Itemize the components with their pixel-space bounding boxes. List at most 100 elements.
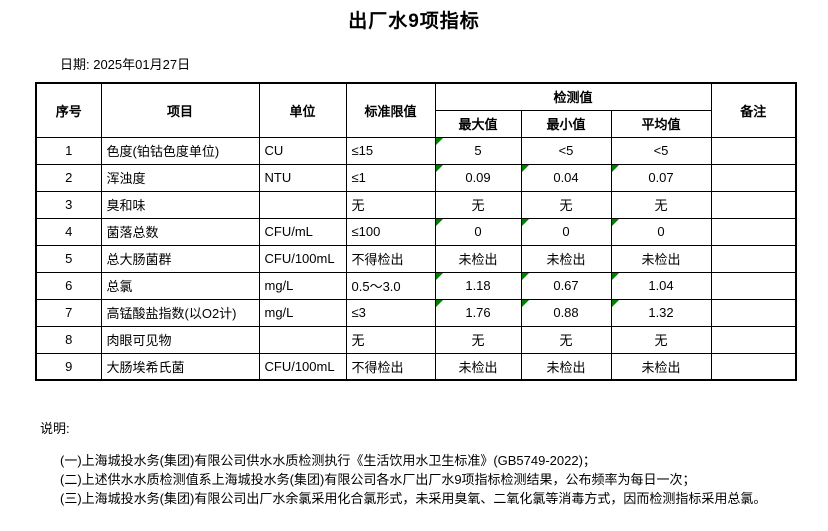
green-flag-triangle-icon	[522, 165, 529, 172]
seq-cell: 3	[35, 190, 102, 219]
min-cell: 0.88	[520, 298, 612, 327]
seq-cell: 6	[35, 271, 102, 300]
table-row: 5 总大肠菌群 CFU/100mL 不得检出 未检出 未检出 未检出	[35, 244, 797, 273]
max-value: 无	[471, 333, 485, 348]
seq-cell: 5	[35, 244, 102, 273]
avg-cell: 无	[610, 325, 712, 354]
seq-value: 1	[65, 143, 73, 158]
avg-value: 0.07	[648, 170, 674, 185]
avg-value: 无	[654, 333, 668, 348]
item-cell: 浑浊度	[100, 163, 260, 192]
max-cell: 未检出	[434, 352, 522, 381]
note-item: (三)上海城投水务(集团)有限公司出厂水余氯采用化合氯形式，未采用臭氧、二氧化氯…	[60, 491, 767, 506]
table-row: 6 总氯 mg/L 0.5～3.0 1.18 0.67 1.04	[35, 271, 797, 300]
page-title: 出厂水9项指标	[348, 11, 480, 32]
avg-value: 1.04	[648, 278, 674, 293]
limit-cell: 无	[345, 190, 436, 219]
remark-cell	[710, 217, 797, 246]
green-flag-triangle-icon	[522, 219, 529, 226]
avg-cell: 未检出	[610, 352, 712, 381]
limit-value: ≤100	[351, 224, 381, 239]
min-cell: 无	[520, 190, 612, 219]
max-cell: 无	[434, 325, 522, 354]
avg-cell: 无	[610, 190, 712, 219]
seq-cell: 1	[35, 136, 102, 165]
green-flag-triangle-icon	[436, 138, 443, 145]
unit-value: CU	[264, 143, 284, 158]
item-cell: 总大肠菌群	[100, 244, 260, 273]
seq-value: 6	[65, 278, 73, 293]
item-cell: 总氯	[100, 271, 260, 300]
green-flag-triangle-icon	[436, 219, 443, 226]
note-item: (二)上述供水水质检测值系上海城投水务(集团)有限公司各水厂出厂水9项指标检测结…	[60, 472, 696, 487]
unit-cell	[258, 190, 347, 219]
limit-value: ≤3	[351, 305, 366, 320]
unit-cell: CU	[258, 136, 347, 165]
header-limit: 标准限值	[345, 82, 436, 138]
limit-cell: ≤15	[345, 136, 436, 165]
min-value: <5	[558, 143, 574, 158]
max-value: 1.76	[465, 305, 491, 320]
item-cell: 色度(铂钴色度单位)	[100, 136, 260, 165]
avg-cell: 1.04	[610, 271, 712, 300]
min-value: 无	[559, 198, 573, 213]
limit-value: 无	[351, 198, 365, 213]
item-cell: 菌落总数	[100, 217, 260, 246]
item-value: 色度(铂钴色度单位)	[106, 144, 220, 159]
unit-cell: CFU/mL	[258, 217, 347, 246]
green-flag-triangle-icon	[612, 300, 619, 307]
min-value: 0	[562, 224, 570, 239]
min-cell: 未检出	[520, 244, 612, 273]
max-cell: 1.18	[434, 271, 522, 300]
header-detection: 检测值	[434, 82, 712, 111]
green-flag-triangle-icon	[436, 300, 443, 307]
table-header: 序号 项目 单位 标准限值 检测值 备注 最大值 最小值 平均值	[35, 82, 797, 138]
min-cell: 0.67	[520, 271, 612, 300]
header-seq: 序号	[35, 82, 102, 138]
header-max: 最大值	[434, 109, 522, 138]
item-value: 总氯	[106, 279, 133, 294]
water-quality-table: 序号 项目 单位 标准限值 检测值 备注 最大值 最小值 平均值 1 色度(铂钴…	[35, 82, 797, 381]
table-row: 3 臭和味 无 无 无 无	[35, 190, 797, 219]
min-value: 无	[559, 333, 573, 348]
green-flag-triangle-icon	[612, 165, 619, 172]
min-cell: 0.04	[520, 163, 612, 192]
green-flag-triangle-icon	[522, 300, 529, 307]
table-row: 8 肉眼可见物 无 无 无 无	[35, 325, 797, 354]
item-value: 臭和味	[106, 198, 146, 213]
limit-value: ≤15	[351, 143, 374, 158]
seq-cell: 4	[35, 217, 102, 246]
max-cell: 未检出	[434, 244, 522, 273]
min-value: 0.67	[553, 278, 579, 293]
avg-value: <5	[653, 143, 669, 158]
remark-cell	[710, 298, 797, 327]
remark-cell	[710, 325, 797, 354]
min-value: 0.88	[553, 305, 579, 320]
seq-value: 4	[65, 224, 73, 239]
item-cell: 大肠埃希氏菌	[100, 352, 260, 381]
limit-cell: 无	[345, 325, 436, 354]
avg-value: 无	[654, 198, 668, 213]
limit-value: 不得检出	[351, 252, 404, 267]
unit-value: CFU/mL	[264, 224, 313, 239]
header-item: 项目	[100, 82, 260, 138]
unit-value: CFU/100mL	[264, 251, 335, 266]
min-value: 0.04	[553, 170, 579, 185]
avg-value: 未检出	[641, 359, 681, 375]
max-value: 1.18	[465, 278, 491, 293]
header-avg: 平均值	[610, 109, 712, 138]
min-value: 未检出	[546, 359, 586, 375]
min-cell: 未检出	[520, 352, 612, 381]
notes-list: (一)上海城投水务(集团)有限公司供水水质检测执行《生活饮用水卫生标准》(GB5…	[40, 451, 820, 508]
seq-cell: 7	[35, 298, 102, 327]
remark-cell	[710, 136, 797, 165]
unit-value: mg/L	[264, 305, 294, 320]
item-cell: 臭和味	[100, 190, 260, 219]
avg-cell: 0.07	[610, 163, 712, 192]
min-cell: 0	[520, 217, 612, 246]
min-cell: <5	[520, 136, 612, 165]
limit-cell: 0.5～3.0	[345, 271, 436, 300]
remark-cell	[710, 271, 797, 300]
seq-value: 3	[65, 197, 73, 212]
